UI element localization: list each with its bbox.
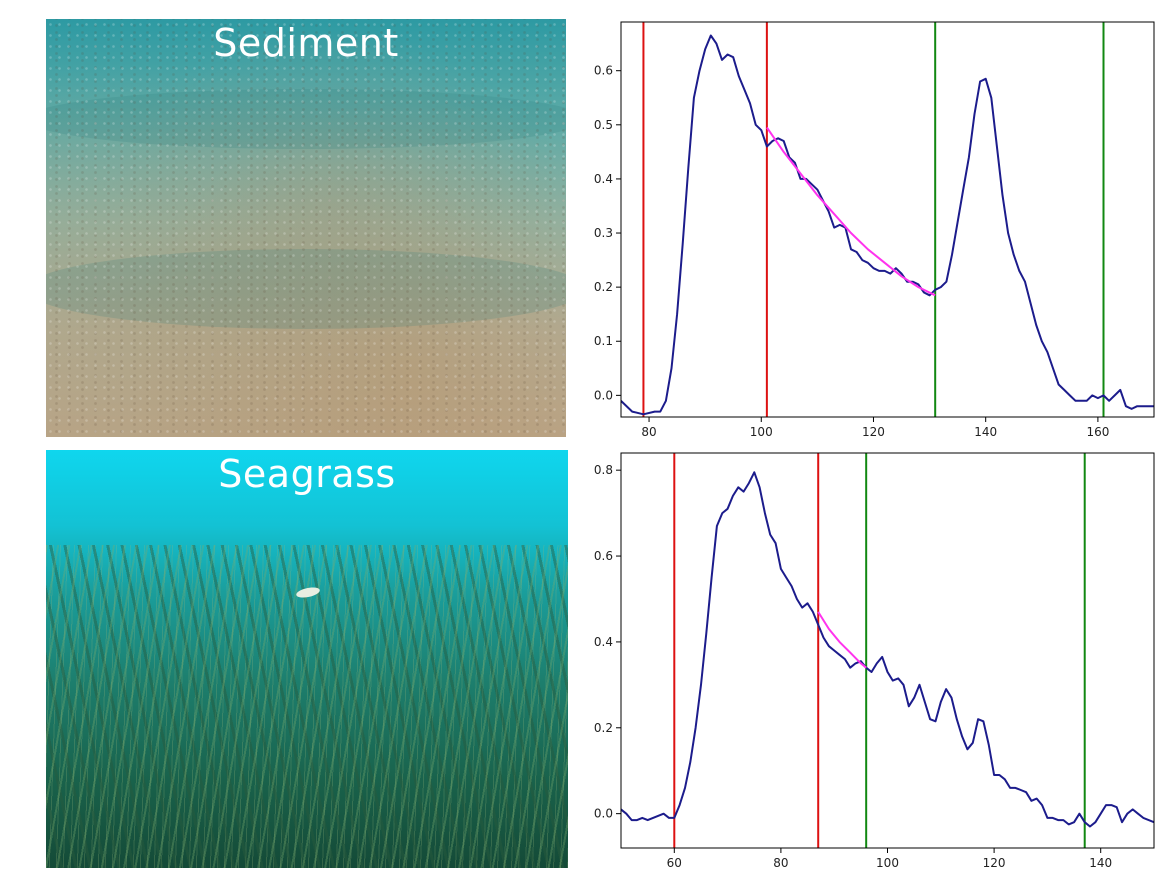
fit-curve	[766, 126, 936, 297]
x-tick-label: 140	[974, 425, 997, 439]
series-line	[621, 471, 1154, 828]
seagrass-photo: Seagrass	[46, 450, 568, 868]
x-tick-label: 160	[1086, 425, 1109, 439]
sediment-profile-chart: 80 100 120 140 160 0.0 0.1 0.2 0.3 0.4 0.5 0.6	[594, 21, 1155, 439]
seagrass-blades-texture	[46, 545, 568, 868]
sand-texture	[46, 19, 566, 437]
y-tick-label: 0.2	[594, 721, 613, 735]
y-tick-label: 0.0	[594, 388, 613, 402]
y-tick-label: 0.6	[594, 64, 613, 78]
plot-background	[621, 22, 1154, 417]
seagrass-label: Seagrass	[218, 452, 396, 496]
sand-ridge-shading	[46, 89, 566, 149]
fit-curve	[817, 611, 867, 669]
x-tick-label: 120	[983, 856, 1006, 870]
plot-background	[621, 453, 1154, 848]
x-tick-label: 100	[876, 856, 899, 870]
x-tick-label: 120	[862, 425, 885, 439]
x-tick-label: 100	[750, 425, 773, 439]
plot-frame	[620, 21, 1155, 418]
sediment-photo: Sediment	[46, 19, 566, 437]
y-tick-label: 0.4	[594, 172, 613, 186]
y-tick-label: 0.2	[594, 280, 613, 294]
y-tick-label: 0.3	[594, 226, 613, 240]
y-tick-label: 0.4	[594, 635, 613, 649]
sediment-label: Sediment	[213, 21, 399, 65]
seagrass-profile-chart: 60 80 100 120 140 0.0 0.2 0.4 0.6 0.8	[594, 452, 1155, 870]
y-tick-label: 0.5	[594, 118, 613, 132]
x-tick-label: 80	[641, 425, 656, 439]
x-tick-label: 60	[667, 856, 682, 870]
plot-area	[621, 22, 1154, 417]
y-tick-label: 0.1	[594, 334, 613, 348]
series-line	[621, 34, 1154, 416]
y-tick-label: 0.8	[594, 463, 613, 477]
x-tick-label: 140	[1089, 856, 1112, 870]
sand-ridge-shading	[46, 249, 566, 329]
y-tick-label: 0.6	[594, 549, 613, 563]
y-tick-label: 0.0	[594, 807, 613, 821]
x-tick-label: 80	[773, 856, 788, 870]
plot-area	[621, 453, 1154, 848]
